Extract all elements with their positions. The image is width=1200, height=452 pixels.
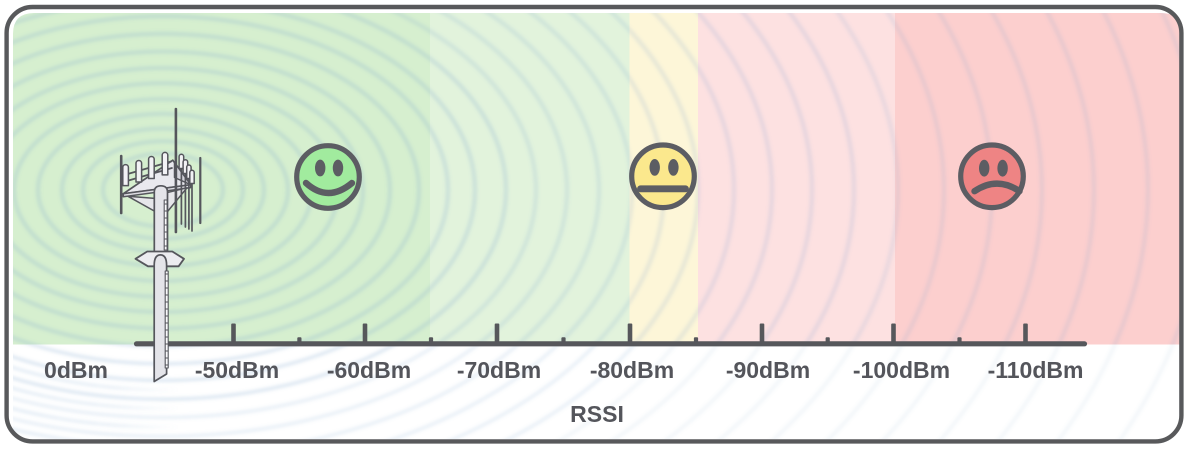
svg-text:0dBm: 0dBm xyxy=(44,357,108,383)
svg-text:-60dBm: -60dBm xyxy=(327,357,411,383)
svg-text:-90dBm: -90dBm xyxy=(726,357,810,383)
svg-text:-100dBm: -100dBm xyxy=(853,357,950,383)
svg-text:-110dBm: -110dBm xyxy=(988,357,1084,383)
svg-text:-80dBm: -80dBm xyxy=(590,357,674,383)
svg-text:RSSI: RSSI xyxy=(570,401,624,427)
svg-text:-70dBm: -70dBm xyxy=(457,357,541,383)
svg-text:-50dBm: -50dBm xyxy=(195,357,279,383)
